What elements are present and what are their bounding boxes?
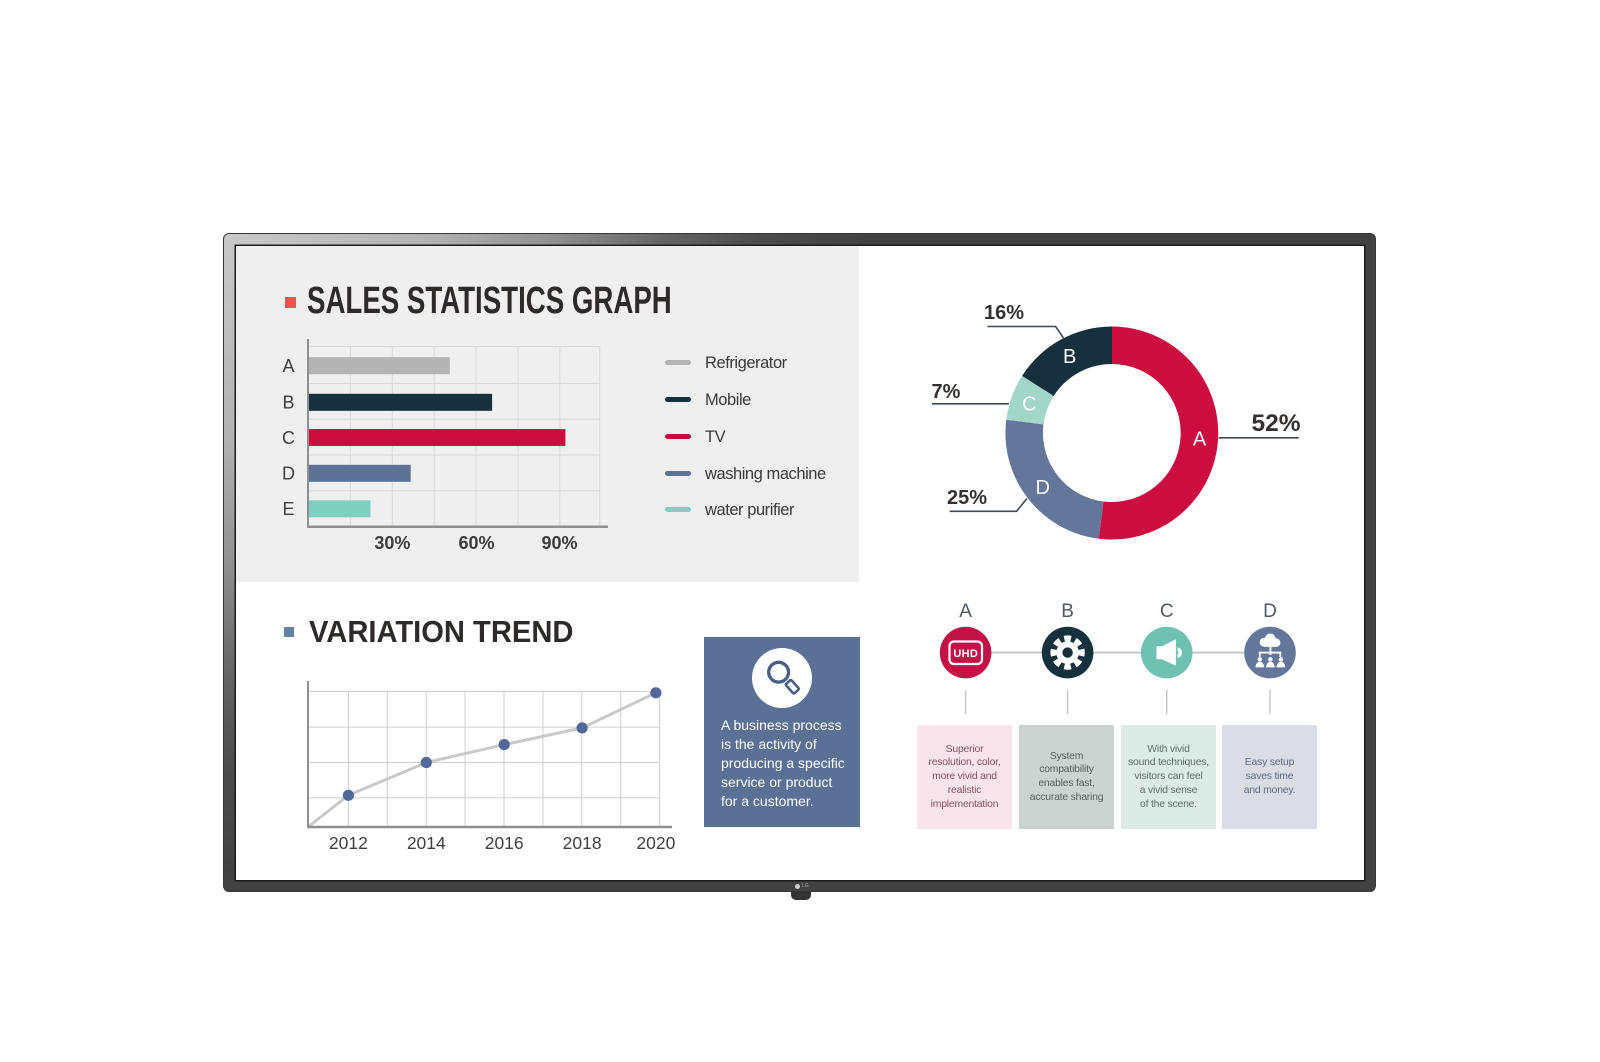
svg-text:A: A bbox=[282, 356, 294, 376]
svg-text:E: E bbox=[282, 499, 294, 519]
svg-text:16%: 16% bbox=[984, 302, 1024, 324]
svg-text:2016: 2016 bbox=[485, 833, 524, 853]
svg-text:90%: 90% bbox=[541, 533, 577, 553]
svg-text:30%: 30% bbox=[374, 533, 410, 553]
svg-text:60%: 60% bbox=[458, 533, 494, 553]
svg-text:B: B bbox=[282, 393, 294, 413]
svg-text:C: C bbox=[1022, 393, 1036, 415]
svg-text:C: C bbox=[282, 428, 295, 448]
svg-text:B: B bbox=[1063, 346, 1076, 368]
svg-text:2014: 2014 bbox=[407, 833, 446, 853]
svg-text:D: D bbox=[1035, 477, 1049, 499]
svg-text:25%: 25% bbox=[947, 487, 987, 509]
svg-text:2012: 2012 bbox=[329, 833, 368, 853]
svg-text:A: A bbox=[1193, 429, 1207, 451]
svg-text:UHD: UHD bbox=[953, 648, 978, 660]
svg-text:7%: 7% bbox=[932, 381, 961, 403]
svg-text:52%: 52% bbox=[1251, 410, 1300, 437]
svg-text:2018: 2018 bbox=[563, 833, 602, 853]
svg-text:2020: 2020 bbox=[636, 833, 675, 853]
svg-text:D: D bbox=[282, 464, 295, 484]
